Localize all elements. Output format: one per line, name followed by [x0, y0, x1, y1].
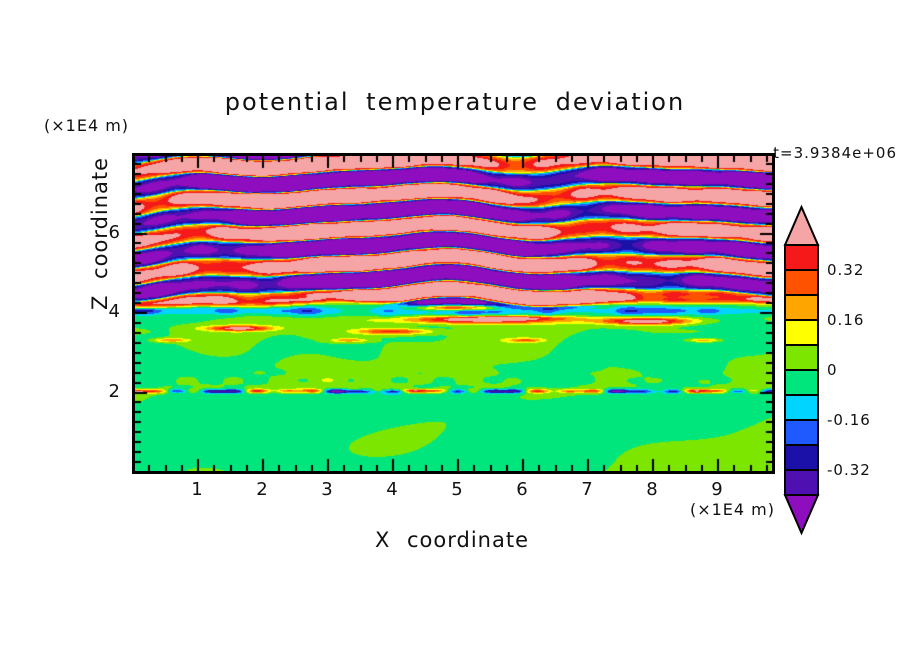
x-tick-label: 3	[321, 479, 333, 500]
x-tick-label: 7	[581, 479, 593, 500]
colorbar-box	[784, 369, 819, 396]
z-tick-label: 4	[108, 301, 120, 322]
x-tick-label: 5	[451, 479, 463, 500]
colorbar-box	[784, 319, 819, 346]
z-tick-label: 6	[108, 221, 120, 243]
z-tick-label: 2	[108, 380, 120, 402]
colorbar-tick-label: 0.16	[827, 311, 865, 329]
contour-field-canvas	[135, 156, 772, 471]
colorbar-tick-label: 0.32	[827, 261, 865, 279]
x-tick-label: 2	[256, 479, 268, 500]
x-axis-title: X coordinate	[374, 528, 530, 552]
colorbar-box	[784, 444, 819, 471]
x-tick-label: 4	[386, 479, 398, 500]
colorbar-box	[784, 344, 819, 371]
colorbar-box	[784, 419, 819, 446]
colorbar-tick-label: 0	[827, 361, 838, 379]
colorbar-up-arrow	[783, 205, 820, 246]
x-axis-unit-label: (×1E4 m)	[689, 500, 775, 519]
z-axis-unit-label: (×1E4 m)	[44, 116, 130, 135]
time-annotation: t=3.9384e+06	[773, 144, 897, 162]
colorbar-box	[784, 244, 819, 271]
colorbar-box	[784, 394, 819, 421]
colorbar-box	[784, 294, 819, 321]
plot-frame	[132, 153, 775, 474]
colorbar-down-arrow	[783, 494, 820, 536]
x-tick-label: 6	[516, 479, 528, 500]
x-tick-label: 8	[646, 479, 658, 500]
chart-title: potential temperature deviation	[224, 88, 686, 116]
colorbar	[783, 205, 820, 536]
colorbar-box	[784, 269, 819, 296]
colorbar-box	[784, 469, 819, 496]
colorbar-tick-label: -0.32	[827, 461, 871, 479]
x-tick-label: 1	[191, 479, 203, 500]
x-tick-label: 9	[711, 479, 723, 500]
colorbar-tick-label: -0.16	[827, 411, 871, 429]
